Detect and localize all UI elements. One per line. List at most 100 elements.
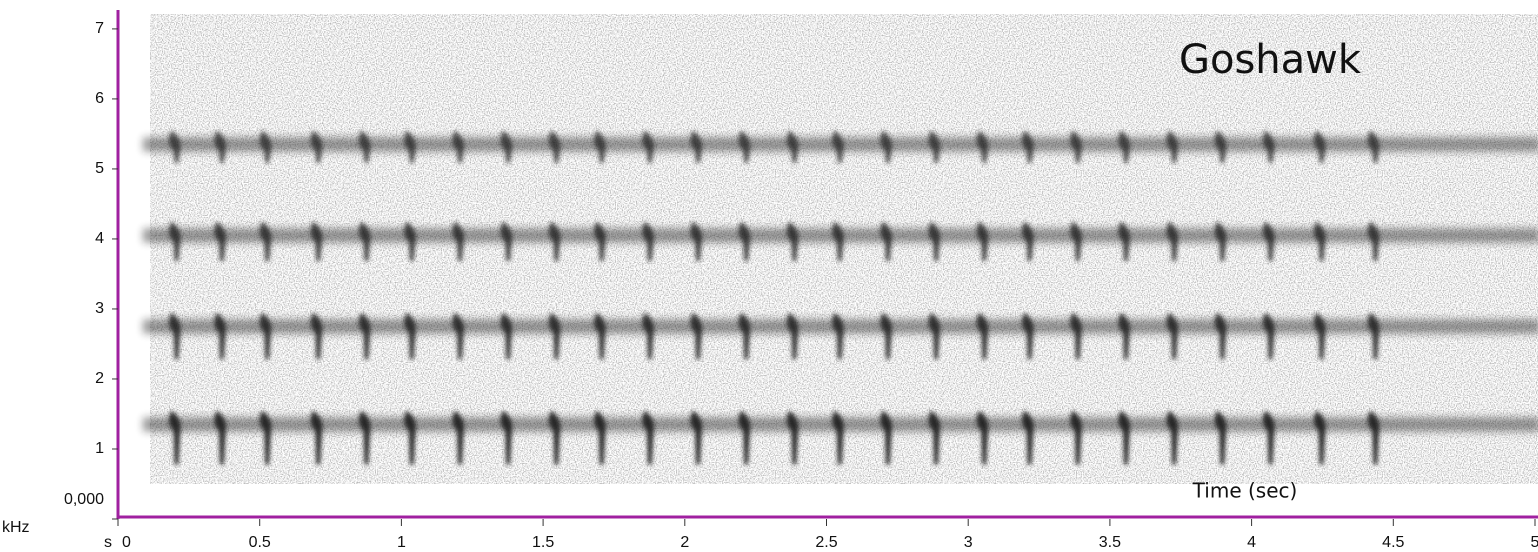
call-element [500,130,513,163]
y-tick-label: 4 [95,230,104,247]
call-element [358,130,371,163]
call-element [1118,410,1130,465]
call-element [594,130,606,163]
call-element [1313,221,1326,262]
x-tick-label: 2 [680,534,689,551]
call-element [1313,410,1326,465]
call-element [310,410,323,465]
call-element [548,410,561,465]
call-element [548,130,561,163]
call-element [1166,221,1179,262]
y-tick-label: 7 [95,20,104,37]
call-element [500,221,513,262]
call-element [1021,410,1034,465]
call-element [1166,312,1179,360]
call-element [642,130,654,163]
call-element [786,312,799,360]
call-element [690,312,703,360]
y-tick-label: 3 [95,300,104,317]
x-axis-label: Time (sec) [1192,479,1298,503]
x-tick-label: 4 [1247,534,1256,551]
x-tick-label: 1.5 [532,534,554,551]
call-element [594,410,606,465]
chart-title: Goshawk [1179,37,1362,83]
call-element [1262,221,1275,262]
call-element [880,130,892,163]
call-element [1070,410,1082,465]
y-tick-label: 2 [95,370,104,387]
call-element [500,312,513,360]
call-element [1021,221,1034,262]
call-element [1262,410,1275,465]
call-element [1367,410,1380,465]
call-element [880,410,892,465]
call-element [1214,221,1227,262]
call-element [404,312,416,360]
call-element [1118,221,1130,262]
call-element [168,130,181,163]
x-tick-label: 0.5 [249,534,271,551]
call-element [928,410,941,465]
call-element [1313,130,1326,163]
call-element [642,221,654,262]
call-element [832,221,844,262]
call-element [1166,130,1179,163]
call-element [928,221,941,262]
call-element [452,312,465,360]
call-element [404,221,416,262]
call-element [738,312,751,360]
call-element [168,410,181,465]
y-tick-label: 5 [95,160,104,177]
call-element [594,221,606,262]
call-element [404,130,416,163]
call-element [214,221,226,262]
axes: 0,000 1 2 3 4 5 6 7 0 0.5 1 1.5 2 2.5 3 3.5 4 4.5 5 [64,10,1538,551]
call-element [690,221,703,262]
call-element [928,312,941,360]
y-tick-label: 6 [95,90,104,107]
x-tick-label: 3.5 [1099,534,1121,551]
call-element [1214,410,1227,465]
call-element [404,410,416,465]
call-element [259,410,272,465]
call-element [1070,221,1082,262]
call-element [310,221,323,262]
call-element [880,221,892,262]
call-element [259,221,272,262]
call-element [642,410,654,465]
x-tick-label: 5 [1531,534,1538,551]
call-element [738,221,751,262]
y-tick-label: 1 [95,440,104,457]
noise-background [150,14,1538,484]
call-element [880,312,892,360]
call-element [786,410,799,465]
x-unit-label: s [104,534,112,551]
call-element [259,130,272,163]
call-element [832,410,844,465]
call-element [1021,130,1034,163]
x-tick-label: 3 [964,534,973,551]
call-element [168,312,181,360]
call-element [310,130,323,163]
call-element [976,221,989,262]
x-tick-label: 0 [122,534,131,551]
call-element [1166,410,1179,465]
call-element [500,410,513,465]
call-element [832,130,844,163]
call-element [832,312,844,360]
call-element [1367,312,1380,360]
call-element [1118,130,1130,163]
call-element [548,221,561,262]
call-element [358,221,371,262]
x-tick-label: 1 [397,534,406,551]
call-element [1214,130,1227,163]
call-element [214,130,226,163]
call-element [642,312,654,360]
call-element [690,130,703,163]
call-element [1313,312,1326,360]
call-element [1367,130,1380,163]
call-element [594,312,606,360]
x-tick-label: 2.5 [815,534,837,551]
